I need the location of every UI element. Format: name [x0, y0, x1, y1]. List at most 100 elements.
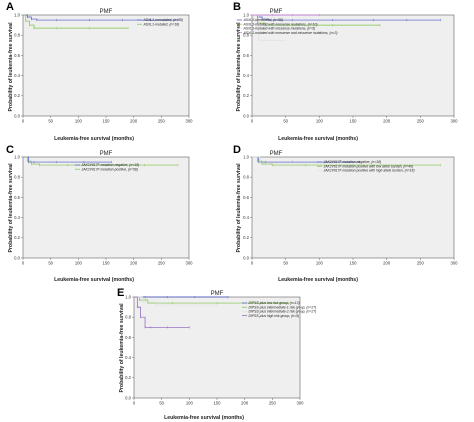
y-tick-label: 0.6 [243, 195, 249, 200]
x-tick-label: 250 [269, 401, 277, 406]
x-tick-label: 250 [417, 119, 425, 124]
legend-entry: ASXL1-unmutated, (n=58) [143, 18, 184, 22]
series-line-1 [23, 14, 129, 29]
y-tick-label: 1.0 [125, 294, 131, 299]
x-tick-label: 200 [130, 119, 138, 124]
x-tick-label: 200 [383, 119, 391, 124]
y-tick-label: 0.0 [243, 255, 249, 260]
legend-entry: DIPSS-plus low risk group, (n=13) [249, 301, 300, 305]
x-tick-label: 200 [383, 261, 391, 266]
plot-area [133, 296, 301, 399]
legend: DIPSS-plus low risk group, (n=13)DIPSS-p… [242, 301, 316, 318]
plot-area [22, 14, 190, 117]
x-tick-label: 300 [451, 261, 459, 266]
y-tick-label: 0.6 [125, 335, 131, 340]
x-tick-label: 50 [48, 119, 53, 124]
x-tick-label: 100 [75, 119, 83, 124]
x-tick-label: 0 [133, 401, 136, 406]
y-tick-label: 1.0 [14, 12, 20, 17]
chart-title: PMF [270, 151, 283, 157]
y-tick-label: 0.6 [14, 53, 20, 58]
x-tick-label: 50 [159, 401, 164, 406]
chart-title: PMF [270, 9, 283, 15]
panel-letter: A [6, 1, 14, 13]
legend: ASXL1-unmutated, (n=58) ASXL1-mutated wit… [237, 18, 337, 35]
y-tick-label: 0.2 [125, 375, 131, 380]
chart-panel-a: A PMF 0.0 0.2 0.4 0.6 0.8 1.0 0 50 100 150 200 250 300… [6, 1, 193, 142]
x-tick-label: 300 [186, 119, 194, 124]
x-tick-label: 0 [251, 119, 254, 124]
x-tick-label: 150 [214, 401, 222, 406]
y-axis-label: Probability of leukemia-free survival [8, 163, 14, 253]
legend-entry: JAK2V617F mutation-positive with high al… [323, 169, 415, 173]
legend: JAK2V617F mutation-negative, (n=18)JAK2V… [75, 163, 139, 171]
y-axis-label: Probability of leukemia-free survival [119, 303, 125, 393]
legend-entry: ASXL1-unmutated, (n=58) [243, 18, 284, 22]
legend-entry: JAK2V617F mutation-positive, (n=58) [81, 167, 138, 171]
y-axis-label: Probability of leukemia-free survival [236, 22, 242, 112]
legend-entry: JAK2V617F mutation-negative, (n=18) [323, 160, 382, 164]
y-tick-label: 0.8 [14, 175, 20, 180]
panel-letter: B [233, 1, 241, 13]
x-tick-label: 250 [158, 119, 166, 124]
x-axis-label: Leukemia-free survival (months) [278, 277, 358, 283]
y-tick-label: 0.4 [243, 73, 249, 78]
panel-letter: E [117, 287, 124, 299]
plot-area [251, 156, 455, 259]
x-tick-label: 200 [241, 401, 249, 406]
x-tick-label: 150 [103, 261, 111, 266]
y-axis-label: Probability of leukemia-free survival [236, 163, 242, 253]
y-tick-label: 0.4 [125, 355, 131, 360]
y-tick-label: 1.0 [14, 154, 20, 159]
x-axis-label: Leukemia-free survival (months) [54, 136, 134, 142]
y-tick-label: 0.2 [243, 93, 249, 98]
x-tick-label: 50 [283, 119, 288, 124]
y-tick-label: 0.0 [125, 395, 131, 400]
y-tick-label: 0.4 [243, 215, 249, 220]
y-tick-label: 0.6 [243, 53, 249, 58]
chart-panel-c: C PMF 0.0 0.2 0.4 0.6 0.8 1.0 0 50 100 150 200 250 300… [6, 144, 193, 283]
panel-letter: C [6, 144, 14, 156]
plot-area [251, 14, 455, 117]
x-tick-label: 100 [316, 119, 324, 124]
x-axis-label: Leukemia-free survival (months) [54, 277, 134, 283]
legend-entry: JAK2V617F mutation-negative, (n=18) [81, 163, 140, 167]
x-tick-label: 100 [75, 261, 83, 266]
y-tick-label: 0.2 [14, 235, 20, 240]
y-tick-label: 1.0 [243, 12, 249, 17]
series-line-3 [134, 296, 190, 328]
plot-area [22, 156, 190, 259]
legend-entry: JAK2V617F mutation-positive with low all… [323, 164, 414, 168]
y-tick-label: 0.8 [125, 315, 131, 320]
y-tick-label: 0.0 [14, 113, 20, 118]
x-tick-label: 250 [417, 261, 425, 266]
x-tick-label: 300 [451, 119, 459, 124]
x-tick-label: 150 [350, 119, 358, 124]
chart-panel-e: E PMF 0.0 0.2 0.4 0.6 0.8 1.0 0 50 100 150 200 250 300… [117, 287, 316, 421]
chart-panel-b: B PMF 0.0 0.2 0.4 0.6 0.8 1.0 0 50 100 150 200 250 300… [233, 1, 458, 142]
legend: ASXL1-unmutated, (n=58)ASXL1-mutated, (n… [137, 18, 183, 26]
y-tick-label: 0.8 [243, 33, 249, 38]
legend-entry: DIPSS-plus intermediate-1 risk group, (n… [249, 305, 317, 309]
chart-panel-d: D PMF 0.0 0.2 0.4 0.6 0.8 1.0 0 50 100 150 200 250 300… [233, 144, 458, 283]
x-tick-label: 50 [283, 261, 288, 266]
y-tick-label: 0.8 [14, 33, 20, 38]
legend: JAK2V617F mutation-negative, (n=18)JAK2V… [317, 160, 415, 173]
y-tick-label: 1.0 [243, 154, 249, 159]
x-axis-label: Leukemia-free survival (months) [164, 415, 244, 421]
y-tick-label: 0.4 [14, 215, 20, 220]
x-tick-label: 0 [22, 119, 25, 124]
x-tick-label: 100 [316, 261, 324, 266]
legend-entry: ASXL1-mutated, (n=18) [143, 22, 180, 26]
y-tick-label: 0.4 [14, 73, 20, 78]
x-tick-label: 50 [48, 261, 53, 266]
x-tick-label: 200 [130, 261, 138, 266]
legend-entry: ASXL1-mutated with nonsense and missense… [243, 31, 338, 35]
chart-title: PMF [211, 291, 224, 297]
legend-entry: ASXL1-mutated with missense mutations, (… [243, 27, 316, 31]
x-tick-label: 150 [350, 261, 358, 266]
x-tick-label: 150 [103, 119, 111, 124]
y-axis-label: Probability of leukemia-free survival [8, 22, 14, 112]
x-tick-label: 100 [186, 401, 194, 406]
